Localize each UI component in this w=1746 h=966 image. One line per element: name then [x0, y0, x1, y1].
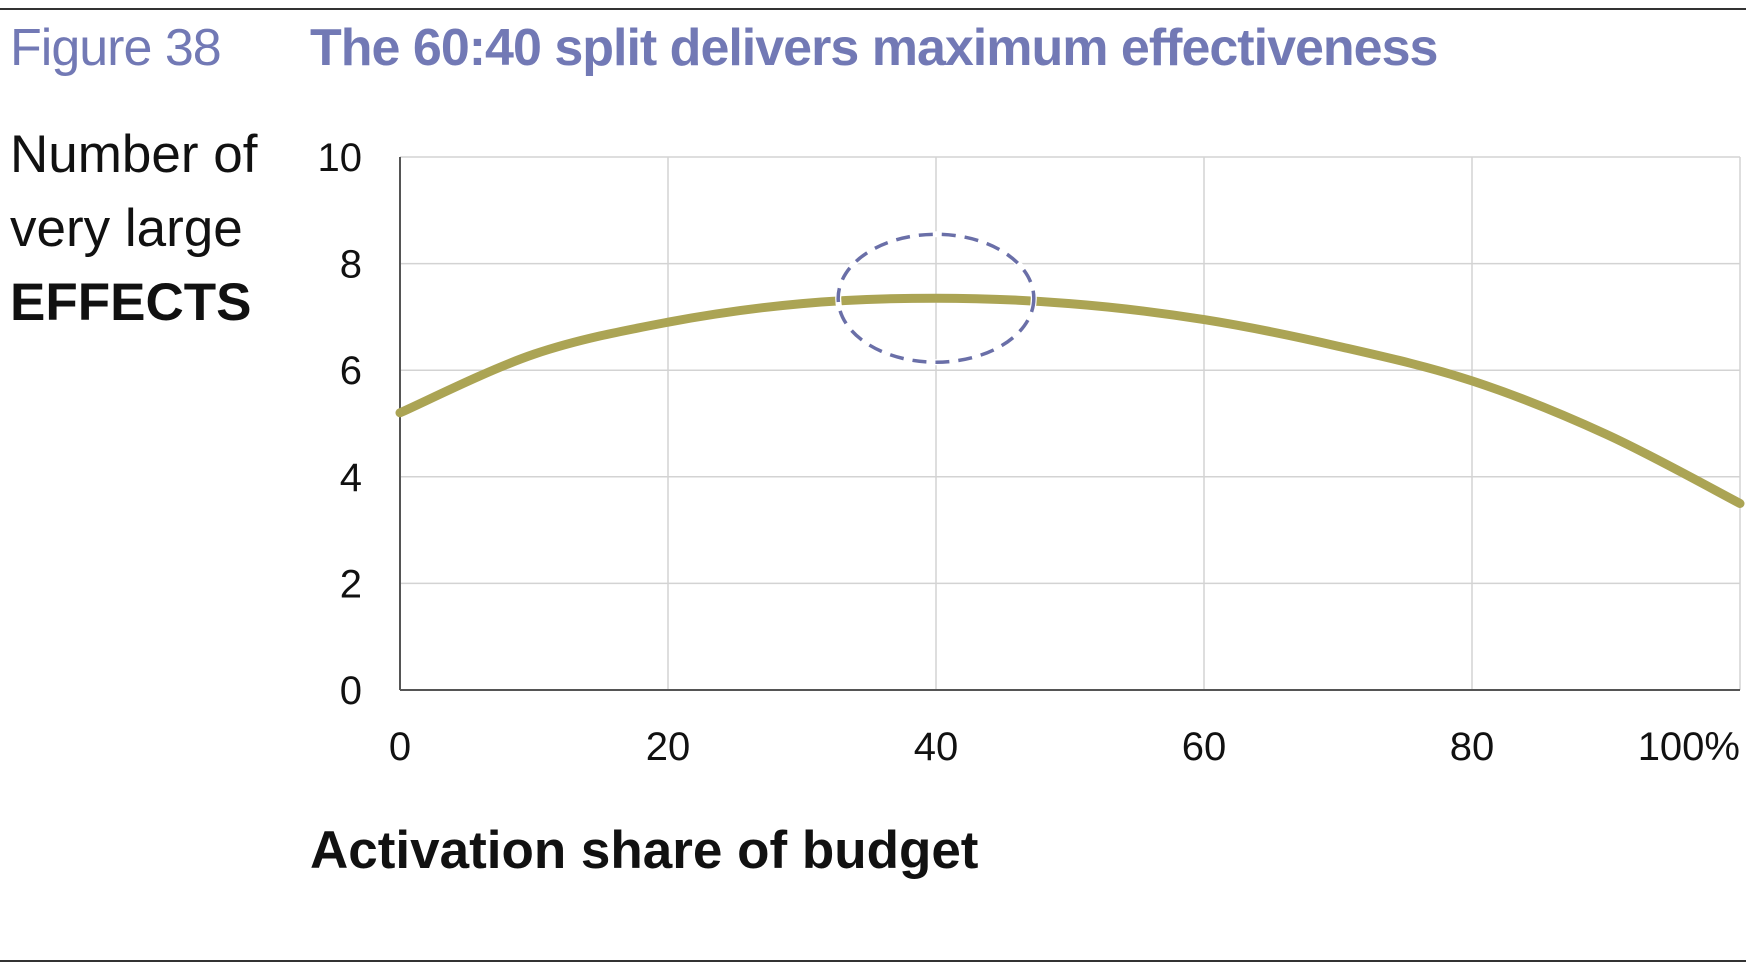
x-axis-label: Activation share of budget	[310, 821, 979, 880]
figure-label: Figure 38	[10, 19, 222, 77]
y-tick-label: 2	[340, 562, 362, 606]
y-tick-label: 10	[318, 136, 363, 180]
grid	[400, 156, 1741, 690]
x-tick-label: 80	[1450, 725, 1495, 769]
series-line-0	[395, 293, 1745, 508]
series-layer	[395, 293, 1745, 508]
x-tick-label: 100%	[1638, 725, 1740, 769]
x-tick-label: 20	[646, 725, 691, 769]
annotations	[835, 231, 1037, 366]
tick-labels: 0 2 4 6 8 10 0 20 40 60 80 100%	[318, 136, 1741, 769]
x-tick-label: 60	[1182, 725, 1227, 769]
y-axis-label-line-3: EFFECTS	[10, 273, 252, 332]
figure-title: The 60:40 split delivers maximum effecti…	[310, 19, 1438, 77]
y-tick-label: 8	[340, 243, 362, 287]
top-rule	[0, 8, 1746, 10]
x-tick-label: 40	[914, 725, 959, 769]
axes	[399, 157, 1740, 691]
highlight-ellipse	[836, 232, 1036, 364]
y-axis-label: Number of very large EFFECTS	[10, 118, 257, 340]
y-axis-label-line-1: Number of	[10, 125, 258, 184]
y-axis-label-line-2: very large	[10, 199, 243, 258]
x-tick-label: 0	[389, 725, 411, 769]
y-tick-label: 4	[340, 456, 362, 500]
y-tick-label: 0	[340, 669, 362, 713]
y-tick-label: 6	[340, 349, 362, 393]
bottom-rule	[0, 960, 1746, 962]
